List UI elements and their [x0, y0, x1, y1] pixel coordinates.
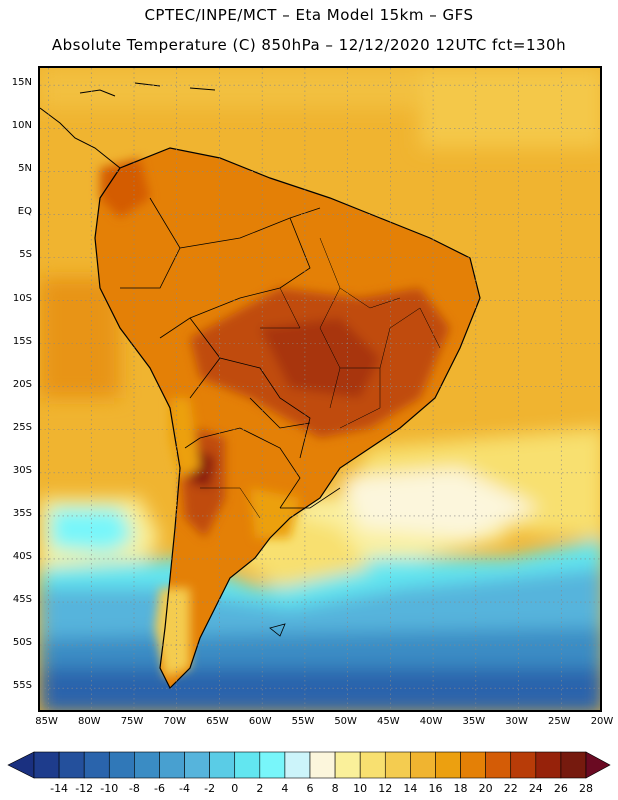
legend-tick-label: 12: [378, 782, 393, 795]
legend-under-arrow: [7, 751, 35, 779]
legend-swatch: [359, 751, 386, 779]
legend-swatch: [460, 751, 486, 779]
legend-swatch: [209, 751, 236, 779]
legend-swatch: [58, 751, 85, 779]
lat-tick-label: 5S: [19, 249, 32, 261]
legend-tick-label: 26: [553, 782, 568, 795]
lon-tick-label: 25W: [547, 716, 571, 727]
legend-tick-label: -4: [179, 782, 191, 795]
legend-swatch: [485, 751, 512, 779]
lon-tick-label: 70W: [163, 716, 187, 727]
map-subtitle: Absolute Temperature (C) 850hPa – 12/12/…: [51, 36, 567, 54]
legend-tick-label: -14: [50, 782, 69, 795]
legend-tick-label: 8: [331, 782, 339, 795]
lon-tick-label: 35W: [462, 716, 486, 727]
lat-tick-label: 15N: [11, 77, 32, 89]
legend-tick-label: 0: [231, 782, 239, 795]
lat-tick-label: 20S: [12, 378, 32, 390]
map-panel: [38, 66, 602, 712]
temperature-map: [40, 68, 600, 710]
legend-tick-label: 14: [403, 782, 418, 795]
lat-tick-label: 40S: [12, 550, 32, 562]
legend-tick-label: 16: [428, 782, 443, 795]
legend-swatch: [108, 751, 135, 779]
central-america-coast: [40, 107, 121, 169]
legend-tick-label: -6: [153, 782, 165, 795]
legend-swatch: [535, 751, 562, 779]
legend-tick-label: 18: [453, 782, 468, 795]
coastline: [94, 147, 481, 690]
legend-tick-label: -10: [100, 782, 119, 795]
legend-swatch: [259, 751, 286, 779]
legend-swatch: [134, 751, 160, 779]
legend-swatch: [33, 751, 60, 779]
legend-tick-label: 2: [256, 782, 264, 795]
legend-swatch: [184, 751, 210, 779]
legend-tick-label: 20: [478, 782, 493, 795]
lat-tick-label: 30S: [12, 464, 32, 476]
legend-swatch: [83, 751, 110, 779]
legend-swatch: [384, 751, 411, 779]
lat-tick-label: 15S: [12, 335, 32, 347]
legend-tick-label: -12: [75, 782, 94, 795]
lon-tick-label: 45W: [377, 716, 400, 727]
lat-tick-label: EQ: [17, 206, 32, 218]
lat-tick-label: 25S: [12, 421, 32, 433]
lon-tick-label: 75W: [120, 716, 144, 727]
legend-tick-label: 22: [503, 782, 518, 795]
lon-tick-label: 65W: [206, 716, 229, 727]
lon-tick-label: 50W: [334, 716, 357, 727]
lon-tick-label: 20W: [590, 716, 614, 727]
legend-swatch: [234, 751, 261, 779]
state-borders: [200, 237, 441, 519]
map-title: CPTEC/INPE/MCT – Eta Model 15km – GFS: [144, 6, 474, 24]
lon-tick-label: 60W: [248, 716, 272, 727]
falkland-islands: [269, 623, 286, 637]
legend-swatch: [309, 751, 336, 779]
lat-tick-label: 5N: [18, 163, 32, 175]
legend-swatch: [510, 751, 537, 779]
legend-tick-label: 10: [353, 782, 368, 795]
legend-swatch: [435, 751, 461, 779]
lat-tick-label: 10S: [12, 292, 32, 304]
lon-tick-label: 80W: [77, 716, 101, 727]
legend-tick-label: -8: [128, 782, 140, 795]
lon-tick-label: 85W: [35, 716, 58, 727]
legend-swatch: [560, 751, 587, 779]
legend-tick-label: 4: [281, 782, 289, 795]
lat-tick-label: 45S: [12, 594, 32, 606]
legend-swatch: [284, 751, 311, 779]
legend-swatch: [334, 751, 361, 779]
legend-over-arrow: [585, 751, 611, 779]
lon-tick-label: 30W: [505, 716, 528, 727]
lat-tick-label: 55S: [12, 680, 32, 692]
legend-swatch: [410, 751, 436, 779]
legend-tick-label: -2: [204, 782, 216, 795]
legend-tick-label: 24: [528, 782, 543, 795]
continent-field: [95, 148, 480, 688]
legend-tick-label: 28: [579, 782, 593, 795]
lat-tick-label: 10N: [11, 120, 32, 132]
caribbean-islands: [79, 82, 216, 97]
legend-swatch: [159, 751, 185, 779]
lat-tick-label: 50S: [12, 637, 32, 649]
lon-tick-label: 55W: [291, 716, 315, 727]
legend-tick-label: 6: [306, 782, 314, 795]
color-legend-bar: [7, 751, 611, 779]
lat-tick-label: 35S: [12, 507, 32, 519]
lon-tick-label: 40W: [419, 716, 443, 727]
